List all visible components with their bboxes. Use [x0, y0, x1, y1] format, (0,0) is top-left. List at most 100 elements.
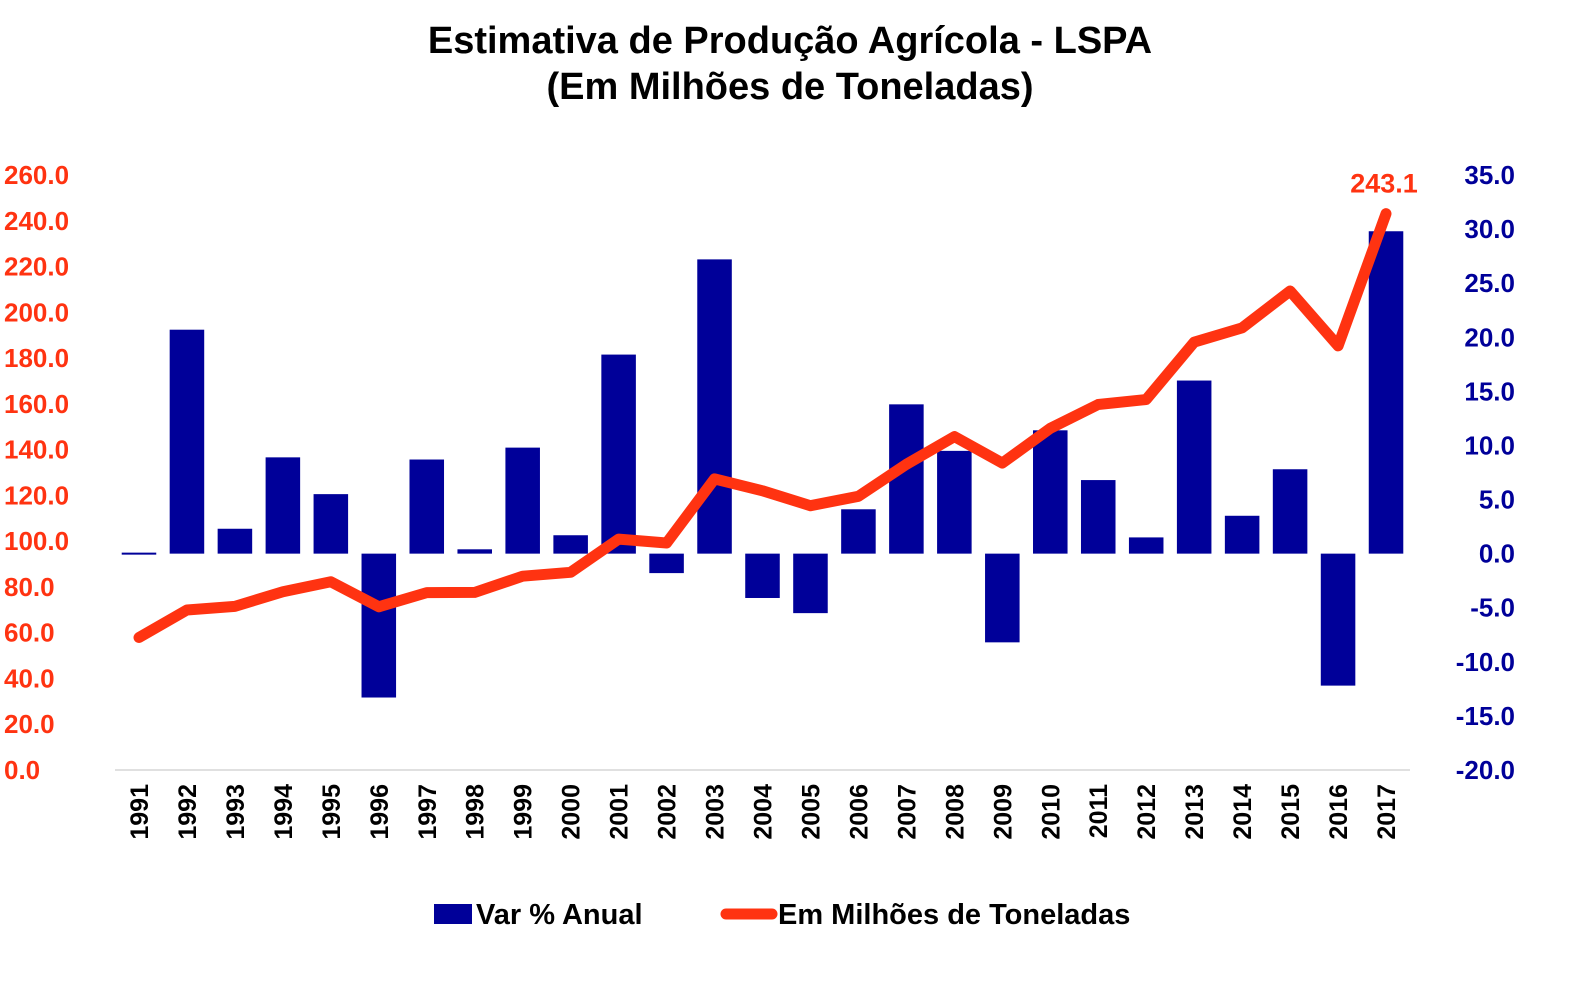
bar-1998 — [457, 549, 492, 554]
left-tick-label: 0.0 — [4, 755, 40, 785]
bar-2008 — [937, 450, 972, 554]
point-2013 — [1193, 341, 1196, 344]
point-1998 — [473, 591, 476, 594]
bar-2015 — [1272, 469, 1308, 554]
x-tick-label: 1999 — [510, 784, 538, 840]
point-2014 — [1241, 326, 1244, 329]
bar-2007 — [889, 404, 924, 554]
right-tick-label: 15.0 — [1464, 376, 1515, 406]
left-tick-label: 220.0 — [4, 252, 69, 282]
bar-2002 — [649, 553, 684, 574]
x-tick-label: 2000 — [558, 784, 586, 840]
point-2011 — [1097, 403, 1100, 406]
point-2017 — [1385, 212, 1388, 215]
x-tick-label: 2012 — [1133, 784, 1161, 840]
bar-2003 — [697, 259, 732, 554]
bar-2004 — [745, 553, 780, 598]
right-tick-label: 0.0 — [1479, 539, 1515, 569]
bar-2009 — [985, 553, 1020, 643]
point-2001 — [617, 538, 620, 541]
left-tick-label: 240.0 — [4, 206, 69, 236]
legend: Var % Anual Em Milhões de Toneladas — [434, 899, 1130, 931]
x-tick-label: 2007 — [893, 784, 921, 840]
point-2009 — [1001, 462, 1004, 465]
left-axis: 0.0 20.0 40.0 60.0 80.0 100.0 120.0 140.0 160.0 1… — [4, 160, 69, 785]
x-tick-label: 1993 — [222, 784, 250, 840]
bar-series — [121, 231, 1404, 698]
right-tick-label: -15.0 — [1456, 701, 1515, 731]
left-tick-label: 80.0 — [4, 572, 55, 602]
x-tick-label: 2016 — [1325, 784, 1353, 840]
x-tick-label: 2009 — [989, 784, 1017, 840]
bar-2005 — [793, 553, 828, 614]
left-tick-label: 260.0 — [4, 160, 69, 190]
bar-2011 — [1080, 480, 1116, 554]
left-tick-label: 120.0 — [4, 480, 69, 510]
bar-2000 — [553, 535, 588, 554]
bar-1991 — [121, 552, 157, 555]
x-tick-label: 1996 — [366, 784, 394, 840]
point-2002 — [665, 541, 668, 544]
point-2012 — [1145, 398, 1148, 401]
point-2008 — [953, 435, 956, 438]
bar-2013 — [1176, 380, 1212, 554]
right-tick-label: -5.0 — [1470, 593, 1515, 623]
right-tick-label: 20.0 — [1464, 322, 1515, 352]
x-tick-label: 1998 — [462, 784, 490, 840]
x-tick-label: 2010 — [1037, 784, 1065, 840]
right-tick-label: 5.0 — [1479, 485, 1515, 515]
point-2006 — [857, 495, 860, 498]
point-2010 — [1049, 427, 1052, 430]
chart-title-line: Estimativa de Produção Agrícola - LSPA — [427, 20, 1153, 62]
bar-2010 — [1033, 430, 1068, 554]
bar-1994 — [265, 457, 301, 554]
bar-2016 — [1320, 553, 1356, 686]
left-tick-label: 200.0 — [4, 297, 69, 327]
right-tick-label: 10.0 — [1464, 430, 1515, 460]
x-tick-label: 2013 — [1181, 784, 1209, 840]
chart-subtitle-line: (Em Milhões de Toneladas) — [546, 66, 1034, 108]
x-tick-label: 2005 — [797, 784, 825, 840]
left-tick-label: 180.0 — [4, 343, 69, 373]
point-2000 — [569, 571, 572, 574]
x-tick-label: 2004 — [750, 784, 778, 840]
data-label-2017: 243.1 — [1350, 169, 1418, 199]
x-tick-label: 2002 — [654, 784, 682, 840]
bar-2014 — [1224, 515, 1260, 554]
x-tick-label: 1992 — [174, 784, 202, 840]
point-1991 — [137, 636, 140, 639]
x-tick-label: 2006 — [845, 784, 873, 840]
right-axis: -20.0 -15.0 -10.0 -5.0 0.0 5.0 10.0 15.0 20.0 25.… — [1456, 160, 1515, 785]
bar-1997 — [409, 459, 445, 554]
bar-2001 — [601, 354, 636, 554]
x-tick-label: 1991 — [126, 784, 154, 840]
bar-1993 — [217, 528, 253, 554]
right-tick-label: -20.0 — [1456, 755, 1515, 785]
bar-2006 — [841, 509, 876, 554]
x-tick-label: 2017 — [1373, 784, 1401, 840]
point-1993 — [233, 605, 236, 608]
point-1995 — [329, 580, 332, 583]
x-tick-label: 2001 — [606, 784, 634, 840]
bar-1999 — [505, 447, 540, 554]
bar-2012 — [1128, 537, 1164, 554]
x-tick-label: 2003 — [702, 784, 730, 840]
x-axis: 1991 1992 1993 1994 1995 1996 1997 1998 1999 2000… — [126, 784, 1401, 840]
bar-1996 — [361, 553, 397, 698]
x-tick-label: 1997 — [414, 784, 442, 840]
x-tick-label: 1995 — [318, 784, 346, 840]
legend-swatch-bar — [434, 904, 472, 924]
point-1997 — [425, 591, 428, 594]
x-tick-label: 2014 — [1229, 784, 1257, 840]
point-2015 — [1289, 290, 1292, 293]
left-tick-label: 20.0 — [4, 709, 55, 739]
point-1994 — [281, 590, 284, 593]
left-tick-label: 140.0 — [4, 435, 69, 465]
point-2016 — [1337, 344, 1340, 347]
point-2004 — [761, 489, 764, 492]
point-1996 — [377, 605, 380, 608]
right-tick-label: 30.0 — [1464, 214, 1515, 244]
legend-label-bar: Var % Anual — [476, 899, 643, 931]
left-tick-label: 100.0 — [4, 526, 69, 556]
